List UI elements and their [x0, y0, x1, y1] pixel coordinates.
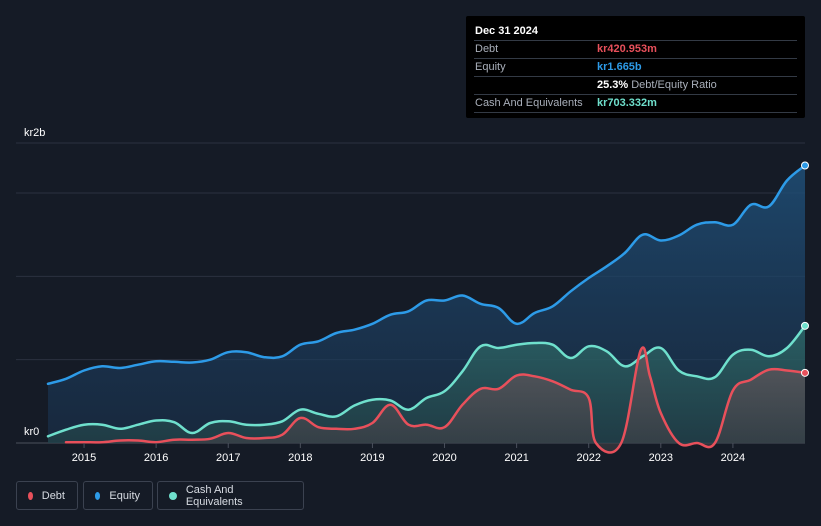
x-tick-label: 2023 [649, 452, 673, 464]
cash-end-point [801, 321, 809, 330]
legend-debt-label: Debt [41, 489, 65, 502]
x-tick-label: 2017 [216, 452, 240, 464]
x-tick-label: 2019 [360, 452, 384, 464]
y-axis-top-label: kr2b [24, 127, 45, 139]
equity-end-point [801, 161, 809, 170]
legend-item-debt[interactable]: Debt [16, 481, 78, 510]
y-axis-bottom-label: kr0 [24, 426, 39, 438]
tooltip-date: Dec 31 2024 [474, 24, 797, 41]
tooltip-equity-label: Equity [475, 61, 506, 73]
debt-legend-dot-icon [28, 491, 33, 500]
tooltip-ratio-value: 25.3% [597, 79, 629, 91]
equity-line [46, 164, 807, 386]
equity-legend-dot-icon [95, 491, 101, 500]
x-tick-label: 2016 [144, 452, 168, 464]
legend-item-cash[interactable]: Cash And Equivalents [157, 481, 304, 510]
line-layer [46, 161, 809, 454]
cash-area [48, 325, 805, 443]
tooltip-debt-value: kr420.953m [597, 43, 657, 55]
tooltip-cash-label: Cash And Equivalents [475, 97, 583, 109]
tooltip-cash-value: kr703.332m [597, 97, 657, 109]
debt-area [66, 347, 805, 453]
tooltip-debt-label: Debt [475, 43, 499, 55]
legend-equity-label: Equity [109, 489, 140, 502]
tooltip-row-cash: Cash And Equivalents kr703.332m [474, 95, 797, 113]
area-layer [48, 165, 805, 453]
tooltip-row-debt: Debt kr420.953m [474, 41, 797, 59]
legend-cash-label: Cash And Equivalents [185, 483, 243, 508]
x-axis-ticks: 2015 2016 2017 2018 2019 2020 2021 2022 2023 2024 [72, 443, 745, 464]
x-tick-label: 2024 [721, 452, 745, 464]
legend-item-equity[interactable]: Equity [83, 481, 153, 510]
tooltip-row-ratio: 25.3% Debt/Equity Ratio [474, 77, 797, 95]
debt-end-point [801, 368, 809, 377]
tooltip-equity-value: kr1.665b [597, 61, 642, 73]
x-tick-label: 2015 [72, 452, 96, 464]
x-tick-label: 2021 [504, 452, 528, 464]
x-tick-label: 2020 [432, 452, 456, 464]
tooltip-panel: Dec 31 2024 Debt kr420.953m Equity kr1.6… [466, 16, 805, 118]
debt-line [64, 346, 807, 454]
tooltip-ratio-suffix: Debt/Equity Ratio [631, 79, 717, 91]
x-tick-label: 2022 [576, 452, 600, 464]
x-tick-label: 2018 [288, 452, 312, 464]
cash-line [46, 324, 807, 438]
tooltip-ratio-label [474, 77, 597, 94]
cash-legend-dot-icon [169, 491, 177, 500]
tooltip-row-equity: Equity kr1.665b [474, 59, 797, 77]
